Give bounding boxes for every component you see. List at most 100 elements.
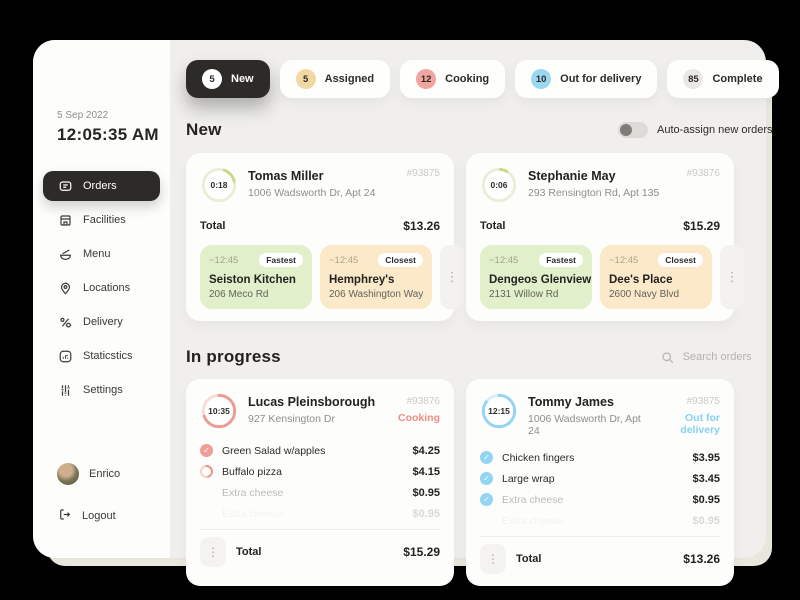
new-order-card-stephanie-may: 0:06 Stephanie May 293 Rensington Rd, Ap… (466, 153, 744, 321)
tab-complete[interactable]: 85 Complete (667, 60, 779, 98)
item-price: $4.15 (412, 465, 440, 478)
restaurant-name: Hemphrey's (329, 274, 395, 286)
restaurant-option-fastest[interactable]: ~12:45 Fastest Seiston Kitchen 206 Meco … (200, 245, 312, 309)
tab-label: Complete (712, 73, 763, 85)
order-timer: 0:18 (200, 166, 238, 204)
order-item: ✓ Buffalo pizza $4.15 (197, 461, 440, 482)
restaurant-address: 2131 Willow Rd (489, 289, 559, 300)
total-label: Total (236, 546, 262, 558)
sidebar-item-settings[interactable]: Settings (43, 375, 160, 405)
sidebar-item-statistics[interactable]: Staticstics (43, 341, 160, 371)
auto-assign-toggle-group[interactable]: Auto-assign new orders (618, 122, 773, 138)
tab-new[interactable]: 5 New (186, 60, 270, 98)
item-label: Buffalo pizza (222, 465, 282, 478)
item-price: $0.95 (412, 486, 440, 499)
tab-assigned-badge: 5 (295, 69, 316, 89)
current-date: 5 Sep 2022 (57, 110, 109, 121)
search-input[interactable] (682, 351, 773, 363)
customer-name: Tommy James (528, 395, 614, 409)
sidebar-item-label: Locations (83, 282, 131, 294)
tab-label: New (231, 73, 254, 85)
restaurant-options: ~12:45 Fastest Dengeos Glenview 2131 Wil… (480, 245, 744, 309)
restaurant-address: 2600 Navy Blvd (609, 289, 680, 300)
more-options-button[interactable]: ⋮ (480, 544, 506, 574)
logout-button[interactable]: Logout (33, 500, 170, 532)
more-options-button[interactable]: ⋮ (440, 245, 464, 309)
sidebar-item-orders[interactable]: Orders (43, 171, 160, 201)
customer-address: 1006 Wadsworth Dr, Apt 24 (528, 413, 641, 437)
item-label: Extra cheese (222, 507, 284, 520)
item-done-icon: ✓ (480, 472, 493, 485)
new-section-title: New (186, 120, 222, 139)
restaurant-address: 206 Washington Way (329, 289, 424, 300)
more-options-button[interactable]: ⋮ (200, 537, 226, 567)
restaurant-option-closest[interactable]: ~12:45 Closest Hemphrey's 206 Washington… (320, 245, 432, 309)
tab-new-badge: 5 (202, 69, 222, 89)
total-label: Total (200, 220, 226, 232)
avatar (57, 463, 79, 485)
order-timer: 10:35 (200, 392, 238, 430)
new-orders-row: 0:18 Tomas Miller 1006 Wadsworth Dr, Apt… (186, 153, 779, 321)
restaurant-option-closest[interactable]: ~12:45 Closest Dee's Place 2600 Navy Blv… (600, 245, 712, 309)
total-value: $15.29 (403, 545, 440, 559)
sidebar-item-locations[interactable]: Locations (43, 273, 160, 303)
chart-icon (57, 348, 73, 364)
total-row: Total $15.29 (480, 219, 720, 233)
total-row: ⋮ Total $15.29 (200, 529, 440, 567)
option-meta: ~12:45 Closest (609, 253, 703, 267)
total-value: $15.29 (683, 219, 720, 233)
status-tabbar: 5 New 5 Assigned 12 Cooking 10 Out for d… (186, 60, 779, 98)
map-pin-icon (57, 280, 73, 296)
option-eta: ~12:45 (209, 254, 239, 266)
item-in-progress-icon: ✓ (197, 462, 216, 481)
more-options-button[interactable]: ⋮ (720, 245, 744, 309)
restaurant-name: Seiston Kitchen (209, 274, 296, 286)
restaurant-option-fastest[interactable]: ~12:45 Fastest Dengeos Glenview 2131 Wil… (480, 245, 592, 309)
item-done-icon: ✓ (480, 493, 493, 506)
sidebar-item-facilities[interactable]: Facilities (43, 205, 160, 235)
total-row: ⋮ Total $13.26 (480, 536, 720, 574)
option-meta: ~12:45 Fastest (489, 253, 583, 267)
customer-info: Stephanie May 293 Rensington Rd, Apt 135 (528, 166, 659, 204)
timer-value: 10:35 (208, 406, 230, 416)
order-item-faded: ✓ Extra cheese $0.95 (480, 510, 720, 531)
tab-cooking[interactable]: 12 Cooking (400, 60, 506, 98)
tab-assigned[interactable]: 5 Assigned (279, 60, 391, 98)
item-price: $3.45 (692, 472, 720, 485)
search-orders[interactable] (660, 350, 773, 365)
sidebar-item-delivery[interactable]: Delivery (43, 307, 160, 337)
tab-cooking-badge: 12 (416, 69, 437, 89)
store-icon (57, 212, 73, 228)
customer-name: Lucas Pleinsborough (248, 395, 376, 409)
order-items: ✓ Chicken fingers $3.95 ✓ Large wrap $3.… (480, 447, 720, 531)
user-profile[interactable]: Enrico (33, 456, 170, 492)
order-item: ✓ Chicken fingers $3.95 (480, 447, 720, 468)
customer-name: Tomas Miller (248, 169, 324, 183)
food-bowl-icon (57, 246, 73, 262)
option-meta: ~12:45 Fastest (209, 253, 303, 267)
datetime-block: 5 Sep 2022 12:05:35 AM (57, 110, 170, 145)
restaurant-name: Dee's Place (609, 274, 673, 286)
item-price: $3.95 (692, 451, 720, 464)
progress-section-header: In progress (186, 347, 779, 367)
current-time: 12:05:35 AM (57, 125, 159, 144)
total-label: Total (516, 553, 542, 565)
option-eta: ~12:45 (609, 254, 639, 266)
restaurant-options: ~12:45 Fastest Seiston Kitchen 206 Meco … (200, 245, 464, 309)
sidebar-item-label: Facilities (83, 214, 126, 226)
auto-assign-toggle[interactable] (618, 122, 648, 138)
restaurant-address: 206 Meco Rd (209, 289, 269, 300)
sidebar-item-menu[interactable]: Menu (43, 239, 160, 269)
customer-info: Tommy James 1006 Wadsworth Dr, Apt 24 (528, 392, 641, 437)
item-pending-icon: ✓ (480, 514, 493, 527)
option-badge: Closest (658, 253, 703, 267)
order-number: #93875 (686, 396, 720, 407)
item-pending-icon: ✓ (200, 507, 213, 520)
tab-out-for-delivery[interactable]: 10 Out for delivery (515, 60, 658, 98)
order-item-faded: ✓ Extra cheese $0.95 (200, 503, 440, 524)
tab-label: Assigned (324, 73, 375, 85)
tab-label: Out for delivery (560, 73, 642, 85)
status-badge: Cooking (398, 412, 440, 424)
customer-address: 927 Kensington Dr (248, 413, 335, 425)
